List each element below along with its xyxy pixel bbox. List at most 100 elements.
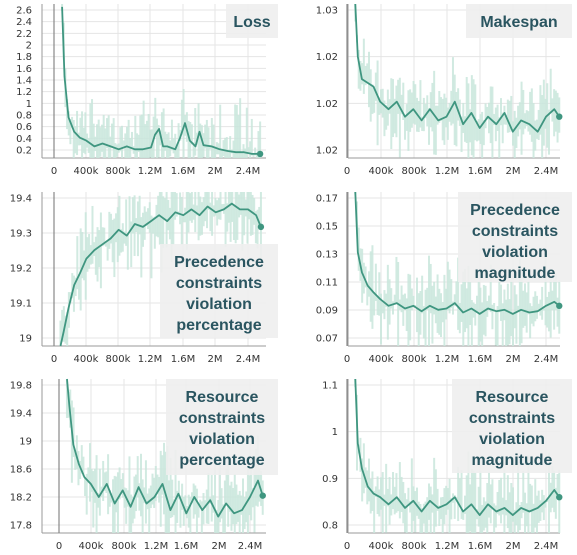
chart-title-line: Precedence	[174, 254, 264, 271]
x-tick-label: 1.2M	[138, 354, 163, 365]
chart-title-line: constraints	[176, 275, 262, 292]
series-line	[354, 378, 561, 516]
x-tick-label: 1.6M	[174, 541, 199, 552]
y-tick-label: 1	[332, 427, 338, 438]
y-tick-label: 1.1	[322, 381, 338, 392]
y-tick-label: 19	[19, 437, 32, 448]
x-tick-label: 0	[344, 354, 350, 365]
last-point-marker	[259, 492, 266, 499]
series-line	[61, 6, 261, 155]
series-line	[354, 3, 561, 133]
x-tick-label: 2.4M	[534, 354, 559, 365]
y-tick-label: 0.07	[316, 334, 338, 345]
chart-title-line: violation	[189, 431, 255, 448]
y-tick-label: 0.09	[316, 306, 338, 317]
chart-svg-loss: 0.20.40.60.811.21.41.61.822.22.42.6 0 400k…	[16, 4, 278, 177]
raw-band	[59, 192, 262, 346]
chart-title-line: Resource	[186, 389, 259, 406]
y-tick-label: 1.6	[16, 64, 32, 75]
x-tick-label: 0	[56, 541, 62, 552]
title-background	[458, 192, 572, 282]
x-tick-label: 800k	[402, 541, 427, 552]
chart-title-line: percentage	[179, 452, 264, 469]
x-tick-label: 800k	[402, 166, 427, 177]
title-background	[166, 379, 278, 475]
x-tick-label: 1.2M	[435, 166, 460, 177]
title-background	[452, 379, 572, 473]
y-tick-label: 2.2	[16, 29, 32, 40]
x-tick-label: 2M	[212, 541, 227, 552]
y-tick-label: 0.8	[322, 521, 338, 532]
x-tick-label: 1.6M	[468, 166, 493, 177]
y-tick-label: 19.8	[10, 381, 32, 392]
y-tick-label: 0.8	[16, 111, 32, 122]
y-tick-label: 2.6	[16, 6, 32, 17]
x-tick-label: 400k	[369, 166, 394, 177]
x-tick-label: 1.2M	[144, 541, 169, 552]
x-tick-label: 400k	[79, 541, 104, 552]
chart-title-line: magnitude	[472, 452, 553, 469]
chart-svg-prec-mag: 0.07 0.09 0.11 0.13 0.15 0.17 0 400k 800k 1.2M 1.6…	[316, 191, 572, 365]
chart-title-line: violation	[479, 431, 545, 448]
series-line	[354, 191, 560, 315]
x-tick-label: 400k	[369, 354, 394, 365]
x-tick-label: 1.6M	[468, 541, 493, 552]
y-tick-label: 1.4	[16, 76, 32, 87]
chart-title-line: constraints	[472, 223, 558, 240]
y-tick-label: 2.4	[16, 17, 32, 28]
y-tick-label: 1.8	[16, 52, 32, 63]
y-tick-label: 19.2	[10, 264, 32, 275]
x-tick-label: 2M	[506, 541, 521, 552]
chart-panel-loss: 0.2 0.4 0.6 0.8 1 1.2 1.4 1.6 1.8 2 2.2 2.4 2.6 0 400k…	[0, 0, 282, 180]
y-tick-label: 0.2	[16, 146, 32, 157]
y-tick-label: 1.02	[316, 146, 338, 157]
chart-svg-prec-pct: 19 19.1 19.2 19.3 19.4 0 400k 800k 1.2M 1.6M 2M 2.4…	[10, 192, 278, 365]
last-point-marker	[257, 223, 265, 231]
y-tick-label: 18.6	[10, 465, 32, 476]
x-tick-label: 2.4M	[534, 166, 559, 177]
y-tick-label: 19.3	[10, 229, 32, 240]
chart-panel-prec-pct: 19 19.1 19.2 19.3 19.4 0 400k 800k 1.2M 1.6M 2M 2.4…	[0, 188, 282, 370]
x-tick-label: 2.4M	[236, 354, 261, 365]
chart-svg-res-pct: 17.8 18.2 18.6 19 19.4 19.8 0 400k 800k 1.2M 1.6M 2…	[10, 378, 278, 552]
last-point-marker	[256, 150, 264, 158]
y-tick-label: 0.15	[316, 222, 338, 233]
y-tick-label: 17.8	[10, 521, 32, 532]
y-tick-label: 0.13	[316, 250, 338, 261]
x-tick-label: 0	[51, 354, 57, 365]
chart-panel-res-pct: 17.8 18.2 18.6 19 19.4 19.8 0 400k 800k 1.2M 1.6M 2…	[0, 375, 282, 555]
x-tick-label: 800k	[106, 166, 131, 177]
x-tick-label: 2M	[208, 166, 223, 177]
title-background	[226, 4, 278, 38]
x-tick-label: 1.6M	[468, 354, 493, 365]
title-background	[466, 4, 572, 38]
y-tick-label: 19.1	[10, 299, 32, 310]
y-tick-label: 1.2	[16, 87, 32, 98]
chart-panel-res-mag: 0.8 0.9 1 1.1 0 400k 800k 1.2M 1.6M 2M 2.4M Resourc…	[288, 375, 577, 555]
x-tick-label: 2M	[208, 354, 223, 365]
x-tick-label: 400k	[74, 166, 99, 177]
chart-title-line: magnitude	[475, 265, 556, 282]
x-tick-label: 0	[344, 166, 350, 177]
x-tick-label: 0	[51, 166, 57, 177]
last-point-marker	[556, 302, 563, 310]
series-line	[66, 378, 264, 518]
chart-title-line: Makespan	[480, 14, 557, 31]
x-tick-label: 800k	[106, 354, 131, 365]
x-tick-label: 800k	[402, 354, 427, 365]
last-point-marker	[556, 493, 563, 501]
y-tick-label: 1.02	[316, 99, 338, 110]
y-tick-label: 2	[26, 41, 32, 52]
y-tick-label: 0.9	[322, 474, 338, 485]
title-background	[160, 244, 278, 338]
chart-title-line: Resource	[476, 389, 549, 406]
x-tick-label: 2.4M	[236, 166, 261, 177]
chart-title-line: violation	[186, 296, 252, 313]
y-tick-label: 1	[26, 99, 32, 110]
chart-title-line: violation	[482, 244, 548, 261]
y-tick-label: 19.4	[10, 409, 32, 420]
chart-svg-res-mag: 0.8 0.9 1 1.1 0 400k 800k 1.2M 1.6M 2M 2.4M Resourc…	[322, 378, 572, 552]
y-tick-label: 1.02	[316, 52, 338, 63]
series-line	[59, 202, 262, 347]
chart-title-line: Loss	[233, 14, 270, 31]
